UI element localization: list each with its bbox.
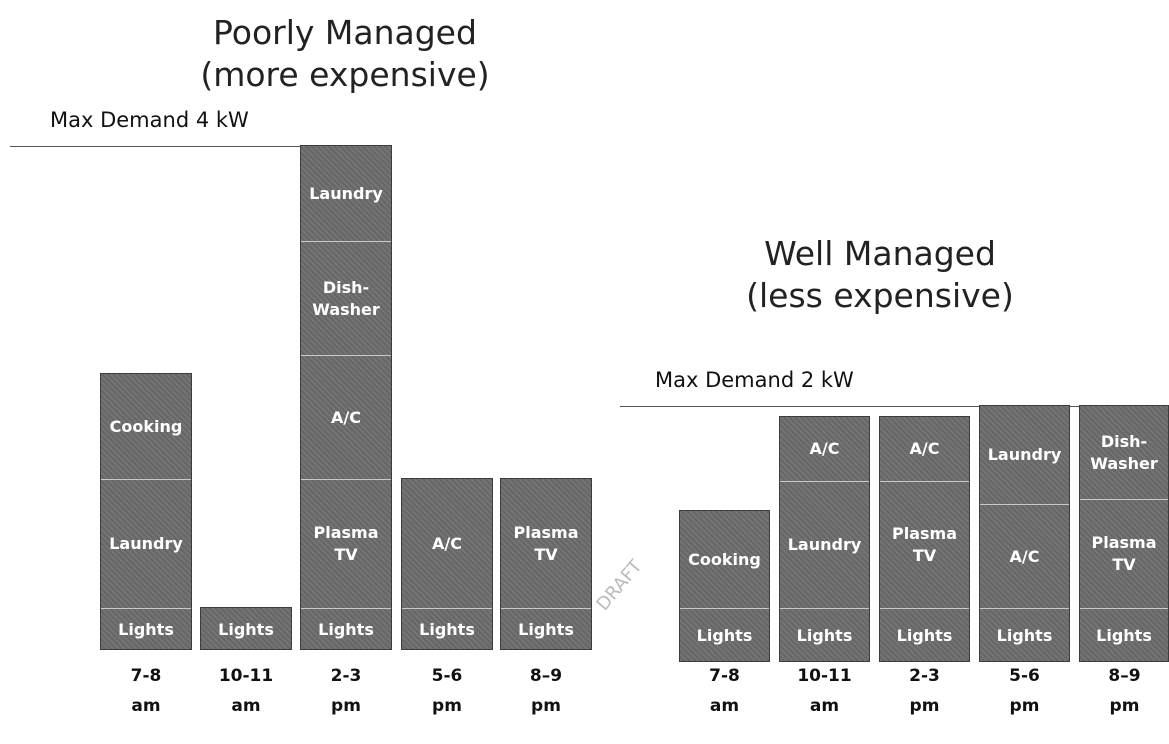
block: Lights [501, 608, 591, 651]
column: Lights [200, 607, 292, 650]
block: Cooking [688, 549, 761, 569]
block: Lights [402, 608, 492, 651]
max-demand-line [10, 146, 300, 147]
block: Laundry [101, 479, 191, 608]
block: Laundry [780, 481, 869, 608]
time-label: 7-8 am [130, 666, 162, 716]
block: Plasma TV [513, 522, 579, 564]
max-demand-line [620, 406, 1169, 407]
max-demand-label: Max Demand 2 kW [655, 368, 854, 392]
column: Laundry A/C Lights [979, 405, 1070, 662]
block: A/C [432, 533, 462, 553]
block: Lights [218, 619, 274, 639]
block: Lights [1080, 608, 1168, 663]
block: Lights [880, 608, 969, 663]
column: Cooking Laundry Lights [100, 373, 192, 650]
time-label: 5-6 pm [431, 666, 463, 716]
time-label: 5-6 pm [1009, 666, 1040, 716]
block: Dish- Washer [301, 241, 391, 355]
block: Laundry [987, 445, 1062, 464]
panel-title: Poorly Managed (more expensive) [200, 13, 490, 94]
column: A/C Laundry Lights [779, 416, 870, 662]
block: Plasma TV [301, 479, 391, 608]
block: Cooking [109, 416, 183, 436]
time-label: 10-11 am [797, 666, 852, 716]
column: Dish- Washer Plasma TV Lights [1079, 405, 1169, 662]
block: Lights [301, 608, 391, 651]
watermark: DRAFT [592, 556, 647, 615]
time-label: 8–9 pm [529, 666, 563, 716]
time-label: 10-11 am [218, 666, 274, 716]
block: A/C [909, 439, 940, 458]
column: Cooking Lights [679, 510, 770, 662]
block: Lights [980, 608, 1069, 663]
block: A/C [809, 439, 840, 458]
block: Laundry [309, 183, 383, 203]
column: Laundry Dish- Washer A/C Plasma TV Lights [300, 145, 392, 650]
block: Lights [680, 608, 769, 663]
column: A/C Lights [401, 478, 493, 650]
block: Lights [780, 608, 869, 663]
block: Plasma TV [1080, 499, 1168, 608]
time-label: 2-3 pm [330, 666, 362, 716]
block: A/C [980, 504, 1069, 608]
panel-title: Well Managed (less expensive) [746, 234, 1014, 315]
max-demand-label: Max Demand 4 kW [50, 108, 249, 132]
block: A/C [301, 355, 391, 479]
block: Plasma TV [880, 481, 969, 608]
block: Dish- Washer [1090, 431, 1158, 473]
time-label: 7-8 am [709, 666, 740, 716]
time-label: 8–9 pm [1108, 666, 1141, 716]
column: A/C Plasma TV Lights [879, 416, 970, 662]
column: Plasma TV Lights [500, 478, 592, 650]
block: Lights [101, 608, 191, 651]
time-label: 2-3 pm [909, 666, 940, 716]
